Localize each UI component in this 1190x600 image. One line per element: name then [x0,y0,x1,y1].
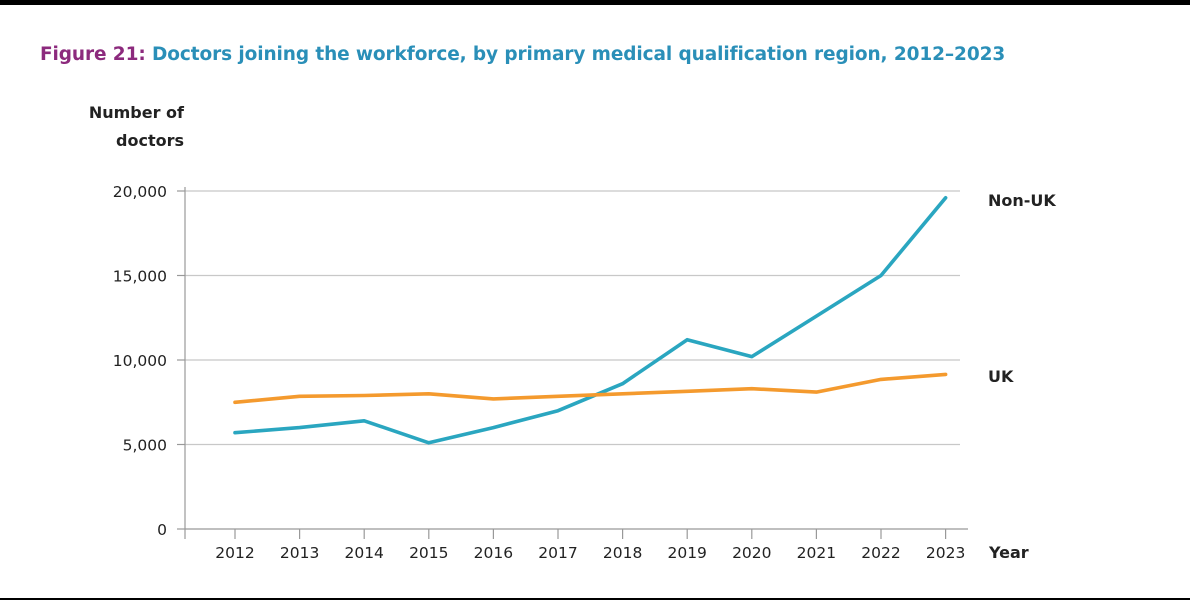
x-tick-label: 2022 [861,544,900,562]
y-tick-label: 5,000 [123,437,167,455]
gridlines [185,190,960,446]
y-axis-title-line2: doctors [116,131,184,150]
x-tick-label: 2018 [603,544,642,562]
figure-title: Figure 21: Doctors joining the workforce… [40,44,1005,65]
top-border [0,0,1190,5]
series-lines [233,196,948,445]
y-tick-labels: 0 5,000 10,000 15,000 20,000 [113,183,167,539]
y-tick-label: 10,000 [113,352,167,370]
x-tick-labels: 2012 2013 2014 2015 2016 2017 2018 2019 2020 2021… [215,544,965,562]
x-tick-label: 2023 [926,544,965,562]
x-tick-label: 2020 [732,544,771,562]
y-tick-label: 20,000 [113,183,167,201]
y-tick-label: 0 [157,521,167,539]
bottom-border [0,598,1190,600]
series-line-uk [233,372,948,405]
figure-number: Figure 21: [40,44,146,65]
y-axis-title-line1: Number of [88,103,184,122]
x-axis-title: Year [988,543,1029,562]
x-tick-label: 2016 [474,544,513,562]
y-axis-title: Number of doctors [60,99,184,155]
x-tick-label: 2012 [215,544,254,562]
x-tick-label: 2021 [797,544,836,562]
series-line-non-uk [233,196,948,445]
x-tick-label: 2013 [280,544,319,562]
series-labels: Non-UK UK [988,191,1056,386]
x-tick-label: 2014 [344,544,383,562]
series-label: UK [988,367,1014,386]
x-tick-label: 2017 [538,544,577,562]
x-tick-label: 2019 [667,544,706,562]
y-tick-label: 15,000 [113,268,167,286]
series-label: Non-UK [988,191,1056,210]
axes [177,187,968,539]
x-tick-label: 2015 [409,544,448,562]
figure-title-text: Doctors joining the workforce, by primar… [152,44,1006,65]
